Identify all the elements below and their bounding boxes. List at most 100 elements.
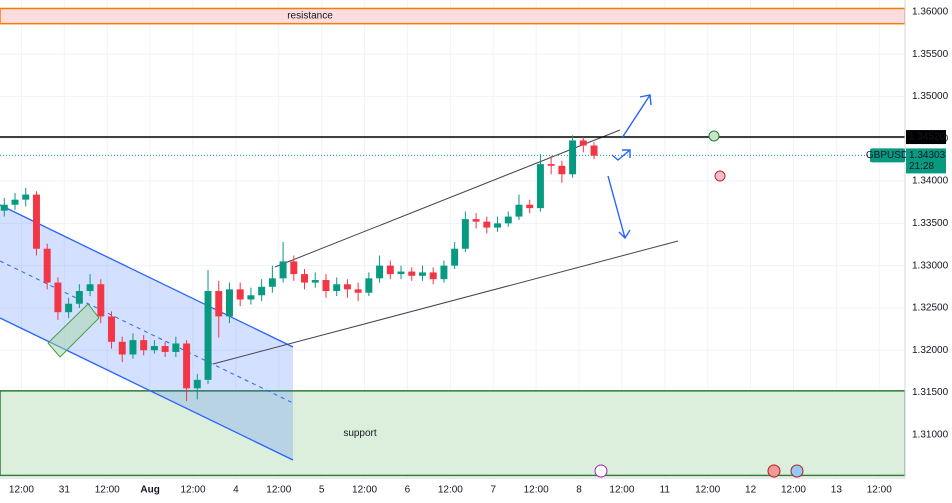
x-tick-label: 5: [319, 485, 325, 496]
candle-body: [408, 271, 416, 276]
axis-labels: 1.31000 1.31500 1.32000 1.32500 1.33000 1.335…: [9, 6, 949, 495]
y-tick-label: 1.33000: [912, 260, 949, 271]
arrows: [607, 94, 652, 240]
candle-body: [290, 261, 298, 275]
candle-body: [354, 289, 362, 293]
price-axis: [905, 0, 952, 478]
candle-body: [461, 219, 469, 249]
candle-body: [172, 343, 180, 352]
candle-body: [43, 248, 51, 283]
candle-body: [536, 164, 544, 209]
candle-body: [215, 291, 223, 317]
candle-body: [397, 271, 405, 275]
candle-body: [504, 216, 512, 224]
candle-body: [311, 280, 319, 283]
candle-body: [247, 295, 255, 300]
x-tick-label: 12:00: [266, 485, 291, 496]
candle-body: [86, 284, 94, 292]
zone-label: resistance: [287, 11, 333, 22]
x-tick-label: 11: [660, 485, 671, 496]
candle-body: [376, 265, 384, 279]
price-tag-label: 1.34303: [909, 150, 946, 161]
candle-body: [343, 284, 351, 290]
candle-body: [579, 140, 587, 146]
y-tick-label: 1.35000: [912, 91, 949, 102]
candle-body: [32, 194, 40, 249]
candle-body: [494, 223, 502, 228]
x-tick-label: 13: [831, 485, 843, 496]
x-tick-label: 7: [490, 485, 496, 496]
candle-body: [569, 140, 577, 175]
candle-body: [22, 194, 30, 200]
candle-body: [129, 340, 137, 355]
x-tick-label: 12:00: [867, 485, 892, 496]
candle-body: [440, 265, 448, 280]
candle-body: [558, 165, 566, 175]
candle-body: [140, 340, 148, 351]
candle-body: [590, 145, 598, 156]
countdown-label: 21:28: [909, 161, 934, 172]
y-tick-label: 1.33500: [912, 218, 949, 229]
candle-body: [65, 303, 73, 313]
x-tick-label: Aug: [140, 485, 159, 496]
candle-body: [279, 261, 287, 279]
trend-line: [212, 240, 679, 365]
zone: [0, 7, 906, 25]
arrow-up: [621, 94, 652, 139]
y-tick-label: 1.32000: [912, 345, 949, 356]
candle-body: [472, 219, 480, 222]
candle-body: [183, 343, 191, 389]
arrow-bounce: [611, 149, 631, 161]
time-axis: [0, 478, 952, 503]
x-tick-label: 4: [233, 485, 239, 496]
y-tick-label: 1.34000: [912, 176, 949, 187]
y-tick-label: 1.36000: [912, 6, 949, 17]
zones: resistance support: [0, 7, 906, 477]
x-tick-label: 12: [745, 485, 757, 496]
y-tick-label: 1.32500: [912, 303, 949, 314]
candle-body: [11, 199, 19, 205]
candle-body: [193, 379, 201, 389]
y-tick-label: 1.31500: [912, 387, 949, 398]
arrow-down: [607, 175, 631, 240]
candle-body: [547, 164, 555, 166]
candle-body: [301, 274, 309, 283]
candle-body: [483, 221, 491, 228]
candle-body: [54, 282, 62, 313]
candle-body: [97, 284, 105, 317]
symbol-label: GBPUSD: [866, 150, 908, 161]
candle-body: [451, 248, 459, 266]
levels: [0, 136, 905, 156]
x-tick-label: 12:00: [695, 485, 720, 496]
flag-pattern: [47, 303, 100, 358]
x-tick-label: 12:00: [352, 485, 377, 496]
x-tick-label: 8: [576, 485, 582, 496]
stop-marker: [714, 170, 726, 182]
event-icon[interactable]: [767, 464, 781, 478]
candle-body: [150, 346, 158, 351]
event-icon[interactable]: [594, 464, 608, 478]
x-tick-label: 6: [405, 485, 411, 496]
candle-body: [258, 286, 266, 296]
x-tick-label: 12:00: [524, 485, 549, 496]
event-icon[interactable]: [790, 464, 804, 478]
candle-body: [118, 341, 126, 355]
candle-body: [0, 204, 8, 211]
zone: [0, 390, 906, 477]
level-tag-label: 1.34520: [909, 132, 946, 143]
channel-midline: [0, 260, 294, 404]
candle-body: [108, 316, 116, 342]
candle-body: [418, 272, 426, 276]
candle-body: [161, 346, 169, 352]
candle-body: [386, 265, 394, 275]
candle-body: [204, 291, 212, 380]
price-tag: [906, 148, 946, 174]
candle-body: [236, 289, 244, 300]
x-tick-label: 12:00: [609, 485, 634, 496]
x-tick-label: 31: [59, 485, 71, 496]
candle-body: [365, 278, 373, 293]
candle-body: [515, 204, 523, 217]
candle-body: [333, 284, 341, 292]
trend-line: [274, 129, 621, 268]
candle-body: [268, 278, 276, 287]
